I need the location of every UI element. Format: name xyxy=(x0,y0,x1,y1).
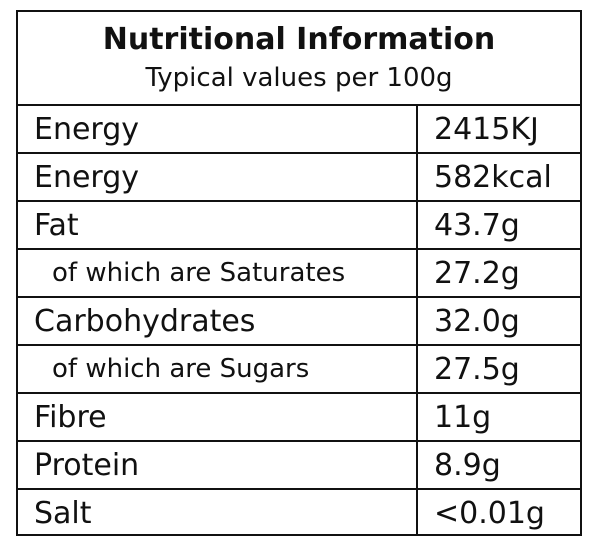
nutrient-name: of which are Sugars xyxy=(18,346,418,392)
table-row-energy-kj: Energy 2415KJ xyxy=(18,104,580,152)
table-row-fibre: Fibre 11g xyxy=(18,392,580,440)
nutrient-value: 582kcal xyxy=(434,159,552,195)
nutrient-name: Carbohydrates xyxy=(18,298,418,344)
table-row-carbohydrates: Carbohydrates 32.0g xyxy=(18,296,580,344)
nutrient-value: 32.0g xyxy=(434,303,520,339)
nutrient-value: 8.9g xyxy=(434,447,501,483)
label-subtitle: Typical values per 100g xyxy=(145,63,453,93)
nutrient-name: Energy xyxy=(18,106,418,152)
nutrient-name: Salt xyxy=(18,490,418,536)
nutrient-value: 27.2g xyxy=(434,255,520,291)
table-row-protein: Protein 8.9g xyxy=(18,440,580,488)
label-title: Nutritional Information xyxy=(102,22,496,57)
label-header: Nutritional Information Typical values p… xyxy=(18,12,580,104)
nutrition-label: Nutritional Information Typical values p… xyxy=(16,10,582,536)
nutrient-name: Energy xyxy=(18,154,418,200)
table-row-sugars: of which are Sugars 27.5g xyxy=(18,344,580,392)
table-row-fat: Fat 43.7g xyxy=(18,200,580,248)
nutrition-table: Energy 2415KJ Energy 582kcal Fat 43.7g o… xyxy=(18,104,580,536)
table-row-energy-kcal: Energy 582kcal xyxy=(18,152,580,200)
nutrient-value: 2415KJ xyxy=(434,111,539,147)
nutrient-name: Fibre xyxy=(18,394,418,440)
nutrient-name: Protein xyxy=(18,442,418,488)
nutrient-value: 11g xyxy=(434,399,492,435)
nutrient-name: of which are Saturates xyxy=(18,250,418,296)
table-row-saturates: of which are Saturates 27.2g xyxy=(18,248,580,296)
nutrient-name: Fat xyxy=(18,202,418,248)
table-row-salt: Salt <0.01g xyxy=(18,488,580,536)
nutrient-value: <0.01g xyxy=(434,495,545,531)
nutrient-value: 43.7g xyxy=(434,207,520,243)
nutrient-value: 27.5g xyxy=(434,351,520,387)
